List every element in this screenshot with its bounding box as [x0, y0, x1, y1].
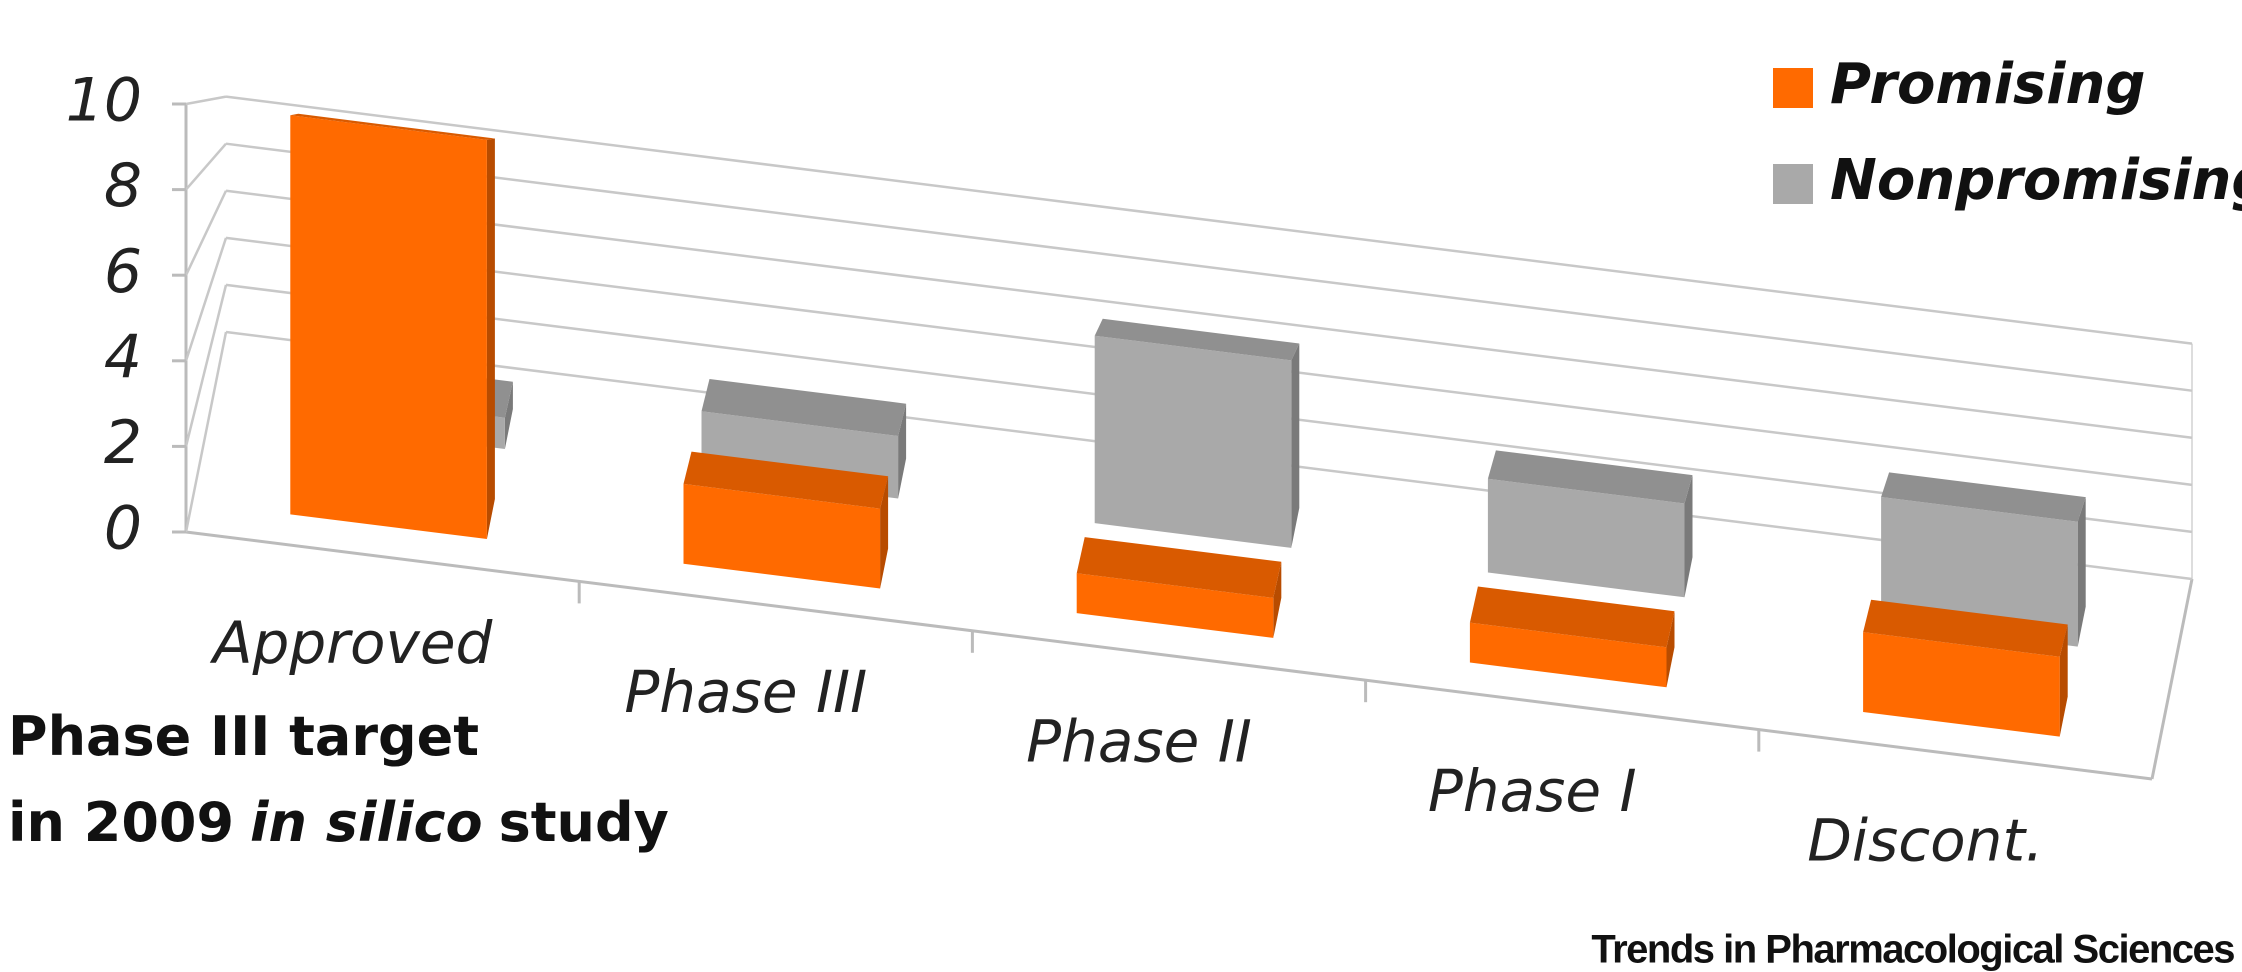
- bar-top: [1094, 318, 1300, 361]
- bar-side: [1273, 561, 1282, 638]
- bar-top: [290, 113, 495, 140]
- grid-line: [225, 142, 2193, 392]
- bar-side: [1684, 475, 1693, 598]
- grid-line: [225, 95, 2193, 345]
- y-tick-label: 6: [104, 237, 142, 307]
- bar-top: [1487, 450, 1693, 504]
- annotation-line: Phase III target: [8, 705, 479, 768]
- floor-edge: [2150, 578, 2194, 780]
- legend-label: Nonpromising: [1830, 148, 2242, 213]
- bar-top: [1076, 537, 1282, 598]
- x-tick-label: Discont.: [1807, 806, 2043, 874]
- annotation-text: Phase III target: [8, 705, 479, 768]
- bar-front: [1469, 622, 1667, 688]
- annotation-line: in 2009 in silico study: [8, 791, 669, 854]
- bar-side: [898, 403, 907, 499]
- y-tick-label: 10: [66, 66, 142, 136]
- annotation-text: in silico: [250, 791, 483, 854]
- x-tick-label: Approved: [209, 609, 494, 677]
- x-tick-label: Phase I: [1428, 757, 1637, 825]
- bar-front: [683, 483, 881, 589]
- y-tick-label: 4: [104, 322, 142, 392]
- source: Trends in Pharmacological Sciences: [1591, 928, 2234, 972]
- grid-line: [185, 142, 227, 191]
- legend-label: Promising: [1830, 52, 2145, 117]
- grid-line: [184, 190, 228, 276]
- annotation-text: study: [499, 791, 669, 854]
- bar-top: [1863, 599, 2068, 657]
- bar-top: [1881, 472, 2086, 522]
- bar-side: [486, 138, 495, 539]
- grid-line: [184, 237, 228, 362]
- bar-front: [1863, 632, 2060, 737]
- bar-side: [504, 381, 513, 449]
- bar-side: [1666, 611, 1675, 688]
- y-tick-label: 8: [104, 151, 142, 221]
- labels: 0 2 4 6 8 10 Approved Phase III Phase II Phase I D…: [66, 52, 2242, 874]
- grid-line: [185, 95, 227, 106]
- x-tick-label: Phase II: [1026, 708, 1252, 776]
- bar-top: [701, 379, 907, 436]
- annotation-text: in 2009: [8, 791, 234, 854]
- floor-edge: [185, 530, 2153, 781]
- bar-side: [1291, 343, 1300, 548]
- bar-side: [2077, 497, 2086, 647]
- bar-top: [1469, 586, 1675, 648]
- bar-front: [1094, 335, 1292, 548]
- grid-line: [184, 284, 228, 447]
- bar-front: [1487, 478, 1685, 598]
- y-tick-label: 0: [104, 494, 142, 564]
- bar-front: [1076, 573, 1274, 638]
- bar-side: [880, 476, 889, 589]
- bar-side: [2059, 624, 2068, 737]
- grid-line: [184, 331, 228, 533]
- grid-line: [225, 189, 2193, 440]
- bar-front: [290, 115, 487, 539]
- legend-swatch: [1773, 68, 1813, 108]
- bar-top: [683, 451, 889, 509]
- bars: [290, 113, 2086, 737]
- y-tick-label: 2: [104, 408, 142, 478]
- x-tick-label: Phase III: [624, 658, 867, 726]
- legend-swatch: [1773, 164, 1813, 204]
